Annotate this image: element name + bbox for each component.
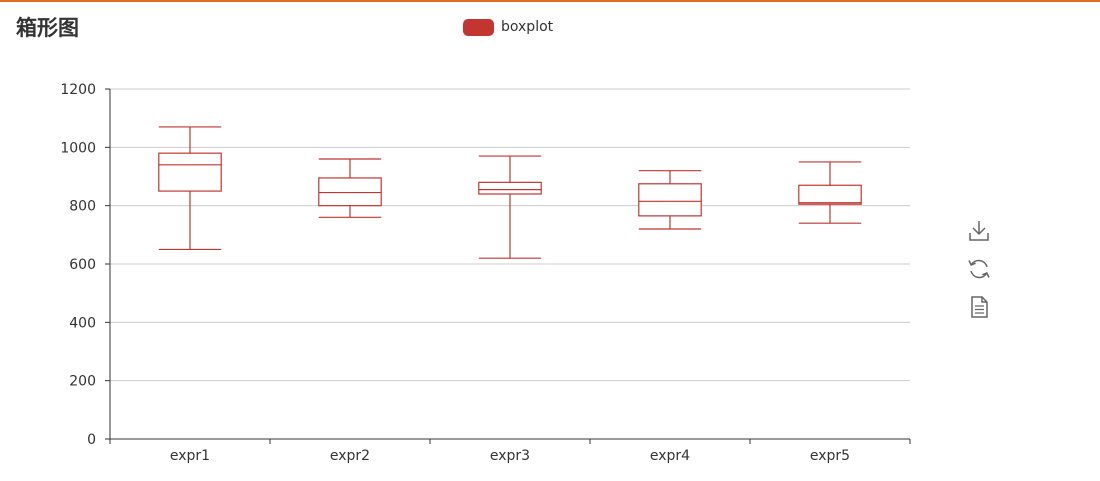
y-tick-label: 400: [69, 315, 96, 331]
chart-title: 箱形图: [16, 16, 79, 40]
iqr-box: [638, 183, 702, 217]
box-expr5: [798, 161, 862, 224]
y-tick-label: 1200: [60, 82, 96, 98]
y-axis: 0 200 400 600 800 1000 1200: [60, 82, 111, 448]
iqr-box: [318, 177, 382, 207]
box-expr4: [638, 170, 702, 230]
y-tick-label: 1000: [60, 140, 96, 156]
box-expr3: [478, 155, 542, 259]
download-icon[interactable]: [966, 218, 992, 244]
toolbox: [966, 218, 992, 332]
x-tick-label: expr1: [170, 448, 210, 464]
x-tick-label: expr5: [810, 448, 850, 464]
legend-item-boxplot[interactable]: boxplot: [463, 17, 553, 37]
refresh-icon[interactable]: [966, 256, 992, 282]
iqr-box: [798, 184, 862, 205]
x-tick-label: expr4: [650, 448, 690, 464]
y-tick-label: 600: [69, 257, 96, 273]
x-axis: expr1 expr2 expr3 expr4 expr5: [109, 438, 911, 464]
y-tick-label: 0: [87, 432, 96, 448]
iqr-box: [478, 181, 542, 195]
y-tick-label: 200: [69, 374, 96, 390]
x-tick-label: expr2: [330, 448, 370, 464]
legend-label: boxplot: [501, 19, 554, 35]
data-view-icon[interactable]: [966, 294, 992, 320]
x-tick-label: expr3: [490, 448, 530, 464]
iqr-box: [158, 152, 222, 192]
box-expr1: [158, 126, 222, 251]
y-tick-label: 800: [69, 199, 96, 215]
box-expr2: [318, 158, 382, 218]
legend-swatch: [463, 18, 494, 36]
boxes: [158, 126, 862, 259]
